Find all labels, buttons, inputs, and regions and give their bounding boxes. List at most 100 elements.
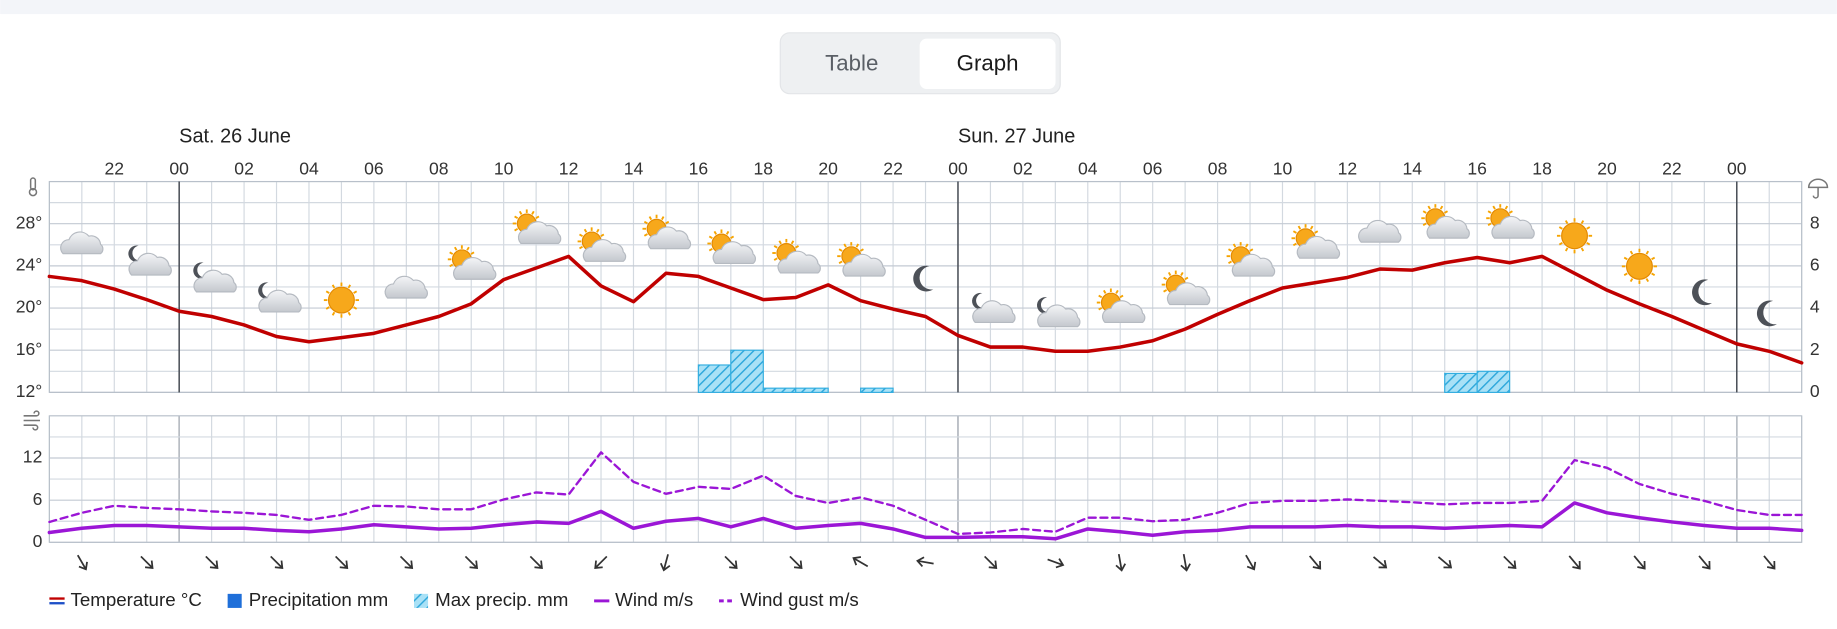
precip-bar	[697, 364, 732, 393]
wind-arrow	[205, 555, 219, 570]
y2-tick-label: 8	[1810, 212, 1820, 232]
sun-ray	[1492, 205, 1496, 210]
sun-ray	[1098, 294, 1103, 299]
sun-ray	[1249, 248, 1254, 252]
sun-ray	[325, 306, 330, 310]
wind-arrow	[1308, 555, 1322, 570]
legend-label: Precipitation mm	[249, 589, 389, 610]
weather-icon	[258, 282, 302, 313]
sun-ray	[347, 284, 352, 289]
cloud	[452, 256, 497, 280]
wind-arrow	[270, 555, 284, 570]
y-tick-label: 20°	[16, 297, 43, 317]
cloud	[1166, 282, 1211, 306]
x-tick-label: 04	[299, 158, 319, 178]
wind-arrow	[335, 555, 349, 570]
precip-bar	[795, 387, 829, 393]
cloud	[582, 239, 627, 262]
sun-ray	[1314, 230, 1319, 234]
wind-arrow	[789, 555, 803, 570]
weather-icon	[512, 209, 562, 244]
sun-ray	[859, 248, 864, 252]
sun-ray	[1623, 272, 1628, 276]
sun-ray	[1645, 278, 1650, 283]
moon	[1036, 297, 1050, 314]
wind-arrow	[1372, 556, 1388, 569]
sun-ray	[531, 210, 535, 215]
legend-label: Wind m/s	[615, 589, 693, 610]
sun-ray	[1629, 250, 1634, 255]
sun-ray	[1439, 205, 1444, 210]
x-tick-label: 08	[429, 158, 449, 178]
cloud	[712, 241, 757, 265]
weather-icon	[60, 231, 104, 255]
wind-arrow	[1180, 554, 1191, 572]
wind-arrow	[1245, 554, 1257, 571]
sun-ray	[1163, 289, 1168, 293]
sun-ray	[1427, 205, 1431, 210]
wind-arrow	[594, 555, 608, 570]
x-tick-label: 20	[1597, 158, 1617, 178]
toggle-graph[interactable]	[919, 38, 1056, 90]
wind-arrow	[1763, 555, 1776, 570]
cloud	[842, 253, 886, 277]
weather-icon	[1621, 248, 1657, 284]
weather-icon	[128, 245, 172, 276]
sun-ray	[1098, 307, 1103, 311]
sun-ray	[773, 257, 778, 261]
wind-arrow	[140, 555, 154, 570]
sun-ray	[331, 311, 336, 316]
sun-ray	[838, 248, 843, 252]
sun-ray	[1580, 247, 1585, 252]
cloud	[384, 275, 428, 299]
x-tick-label: 02	[234, 158, 254, 178]
y-tick-label: 0	[33, 531, 43, 551]
wind-arrow	[399, 555, 414, 570]
sun-ray	[449, 251, 454, 255]
x-tick-label: 06	[364, 158, 384, 178]
toggle-label[interactable]: Graph	[957, 50, 1019, 75]
sun	[1625, 252, 1653, 280]
y-tick-label: 12°	[16, 381, 43, 401]
y-tick-label: 6	[33, 489, 43, 509]
y-tick-label: 24°	[16, 255, 43, 275]
sun-ray	[1586, 226, 1591, 230]
precip-bar	[730, 349, 764, 393]
moon	[193, 262, 207, 279]
sun-ray	[730, 235, 735, 240]
cloud	[1491, 215, 1535, 239]
precip-bar	[860, 387, 894, 393]
sun-ray	[1629, 278, 1634, 283]
weather-icon	[707, 229, 757, 265]
toggle-label[interactable]: Table	[825, 50, 878, 75]
sun-ray	[1115, 289, 1119, 294]
moon	[1756, 300, 1777, 327]
sun-ray	[579, 233, 583, 237]
y2-tick-label: 6	[1810, 255, 1820, 275]
x-tick-label: 04	[1078, 158, 1098, 178]
sun-ray	[1444, 210, 1448, 214]
weather-icon	[1226, 242, 1276, 277]
sun-ray	[1508, 210, 1513, 214]
sun-ray	[347, 311, 352, 316]
sun-ray	[514, 227, 519, 232]
precip-bar	[1444, 372, 1478, 393]
grid	[48, 180, 1803, 393]
view-toggle: Table Graph	[779, 32, 1061, 95]
y-tick-label: 28°	[16, 212, 43, 232]
sun-ray	[466, 246, 470, 251]
sun-ray	[583, 228, 588, 233]
sun-ray	[331, 284, 336, 289]
wind-arrow	[1568, 555, 1581, 570]
x-tick-label: 18	[1532, 158, 1552, 178]
cloud	[1101, 300, 1146, 324]
date-label: Sun. 27 June	[958, 125, 1075, 147]
series-line	[48, 451, 1803, 536]
cloud	[647, 226, 692, 250]
sun-ray	[1586, 242, 1591, 246]
thermometer-icon	[28, 177, 38, 197]
series-line	[47, 254, 1804, 365]
x-tick-label: 06	[1143, 158, 1163, 178]
x-tick-label: 12	[1338, 158, 1358, 178]
